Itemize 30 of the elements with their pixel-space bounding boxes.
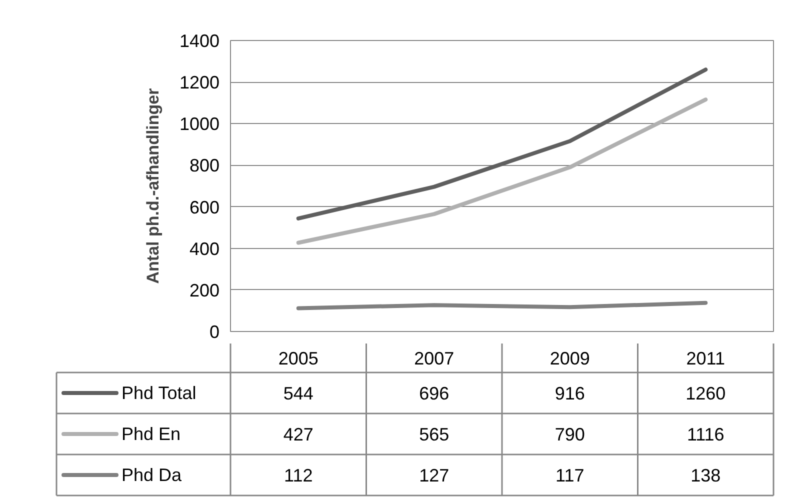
legend-label: Phd Total bbox=[122, 383, 196, 403]
y-axis-title: Antal ph.d.-afhandlinger bbox=[143, 88, 162, 284]
x-tick-label: 2005 bbox=[278, 348, 318, 368]
data-label: 696 bbox=[419, 384, 450, 404]
data-label: 127 bbox=[419, 466, 450, 486]
data-label: 544 bbox=[283, 384, 314, 404]
y-tick-label: 1200 bbox=[179, 72, 220, 93]
x-tick-label: 2007 bbox=[414, 348, 454, 368]
data-label: 138 bbox=[690, 466, 721, 486]
y-tick-label: 400 bbox=[189, 238, 220, 259]
legend-label: Phd En bbox=[122, 424, 181, 444]
line-series bbox=[296, 68, 708, 220]
legend-label: Phd Da bbox=[122, 465, 183, 485]
y-tick-label: 600 bbox=[189, 197, 220, 218]
data-label: 790 bbox=[554, 424, 585, 444]
y-tick-label: 200 bbox=[189, 280, 220, 300]
data-label: 1260 bbox=[686, 384, 726, 404]
data-label: 1116 bbox=[686, 424, 724, 444]
data-label: 565 bbox=[419, 424, 450, 444]
line-series bbox=[296, 98, 708, 245]
y-tick-label: 1400 bbox=[179, 31, 220, 51]
data-label: 427 bbox=[283, 424, 314, 444]
y-tick-label: 1000 bbox=[179, 114, 220, 134]
y-tick-label: 800 bbox=[189, 156, 220, 176]
x-tick-label: 2009 bbox=[550, 348, 590, 368]
x-tick-label: 2011 bbox=[686, 348, 725, 368]
data-label: 916 bbox=[554, 384, 585, 404]
data-label: 112 bbox=[284, 466, 313, 486]
data-label: 117 bbox=[556, 466, 584, 486]
y-tick-label: 0 bbox=[209, 322, 220, 342]
